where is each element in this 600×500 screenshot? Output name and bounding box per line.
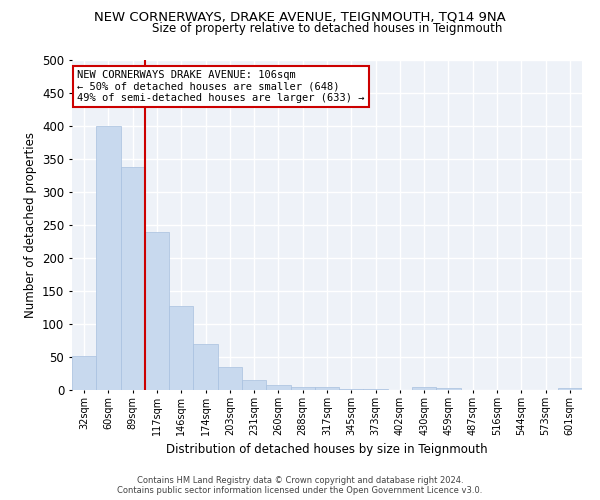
Title: Size of property relative to detached houses in Teignmouth: Size of property relative to detached ho… (152, 22, 502, 35)
Y-axis label: Number of detached properties: Number of detached properties (23, 132, 37, 318)
Text: Contains HM Land Registry data © Crown copyright and database right 2024.
Contai: Contains HM Land Registry data © Crown c… (118, 476, 482, 495)
Bar (242, 380, 266, 390)
Text: NEW CORNERWAYS DRAKE AVENUE: 106sqm
← 50% of detached houses are smaller (648)
4: NEW CORNERWAYS DRAKE AVENUE: 106sqm ← 50… (77, 70, 365, 103)
Bar (169, 306, 193, 390)
Bar (145, 232, 169, 390)
Bar (266, 386, 290, 390)
Bar (290, 386, 315, 390)
Bar (72, 356, 96, 390)
Bar (339, 388, 364, 390)
X-axis label: Distribution of detached houses by size in Teignmouth: Distribution of detached houses by size … (166, 444, 488, 456)
Text: NEW CORNERWAYS, DRAKE AVENUE, TEIGNMOUTH, TQ14 9NA: NEW CORNERWAYS, DRAKE AVENUE, TEIGNMOUTH… (94, 10, 506, 23)
Bar (436, 388, 461, 390)
Bar (315, 388, 339, 390)
Bar (193, 344, 218, 390)
Bar (121, 167, 145, 390)
Bar (558, 388, 582, 390)
Bar (412, 386, 436, 390)
Bar (96, 126, 121, 390)
Bar (218, 367, 242, 390)
